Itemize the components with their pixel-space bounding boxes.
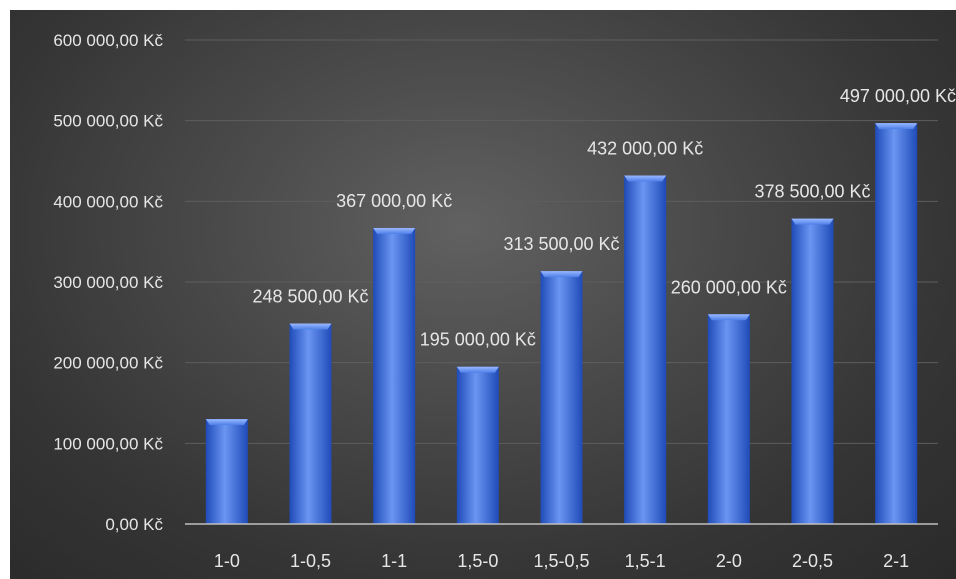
x-tick-label: 2-1 <box>883 551 909 571</box>
bar-top-bevel <box>540 271 583 278</box>
x-axis-tick-labels: 1-0 1-0,5 1-1 1,5-0 1,5-0,5 1,5-1 2-0 2-0,5 2-1 <box>214 551 909 571</box>
bar-1-0 <box>205 419 248 524</box>
bar-top-bevel <box>289 323 332 330</box>
bar <box>707 314 750 524</box>
x-tick-label: 1-0 <box>214 551 240 571</box>
x-tick-label: 2-0 <box>716 551 742 571</box>
bar-1-1 <box>373 227 416 524</box>
bar <box>875 123 918 524</box>
bar-2-1 <box>875 123 918 524</box>
bar-1,5-0 <box>456 366 499 524</box>
bars <box>205 123 918 524</box>
x-tick-label: 2-0,5 <box>792 551 833 571</box>
y-axis-tick-labels: 0,00 Kč 100 000,00 Kč 200 000,00 Kč 300 000… <box>53 31 163 534</box>
x-tick-label: 1-0,5 <box>290 551 331 571</box>
y-tick-label: 500 000,00 Kč <box>53 112 163 131</box>
y-tick-label: 600 000,00 Kč <box>53 31 163 50</box>
y-tick-label: 300 000,00 Kč <box>53 273 163 292</box>
x-tick-label: 1,5-1 <box>625 551 666 571</box>
data-label: 378 500,00 Kč <box>754 182 870 202</box>
bar-top-bevel <box>707 314 750 321</box>
bar <box>205 419 248 524</box>
data-label: 195 000,00 Kč <box>420 330 536 350</box>
bar-top-bevel <box>373 227 416 234</box>
data-labels: 248 500,00 Kč 367 000,00 Kč 195 000,00 Kč 3… <box>252 86 956 350</box>
bar <box>624 175 667 524</box>
bar-top-bevel <box>791 218 834 225</box>
bar-1,5-0,5 <box>540 271 583 524</box>
bar-top-bevel <box>624 175 667 182</box>
bar <box>289 323 332 524</box>
bar-1,5-1 <box>624 175 667 524</box>
y-tick-label: 200 000,00 Kč <box>53 354 163 373</box>
bar-2-0 <box>707 314 750 524</box>
data-label: 248 500,00 Kč <box>252 287 368 307</box>
bar-top-bevel <box>875 123 918 130</box>
data-label: 432 000,00 Kč <box>587 139 703 159</box>
data-label: 260 000,00 Kč <box>671 277 787 297</box>
data-label: 313 500,00 Kč <box>503 234 619 254</box>
bar <box>540 271 583 524</box>
data-label: 367 000,00 Kč <box>336 191 452 211</box>
bar-top-bevel <box>456 366 499 373</box>
bar <box>791 218 834 524</box>
bar-top-bevel <box>205 419 248 426</box>
bar-1-0,5 <box>289 323 332 524</box>
x-tick-label: 1,5-0 <box>457 551 498 571</box>
y-tick-label: 400 000,00 Kč <box>53 192 163 211</box>
y-tick-label: 100 000,00 Kč <box>53 434 163 453</box>
x-tick-label: 1,5-0,5 <box>533 551 589 571</box>
bar-2-0,5 <box>791 218 834 524</box>
data-label: 497 000,00 Kč <box>840 86 956 106</box>
y-tick-label: 0,00 Kč <box>105 515 163 534</box>
bar <box>456 366 499 524</box>
bar <box>373 227 416 524</box>
x-tick-label: 1-1 <box>381 551 407 571</box>
